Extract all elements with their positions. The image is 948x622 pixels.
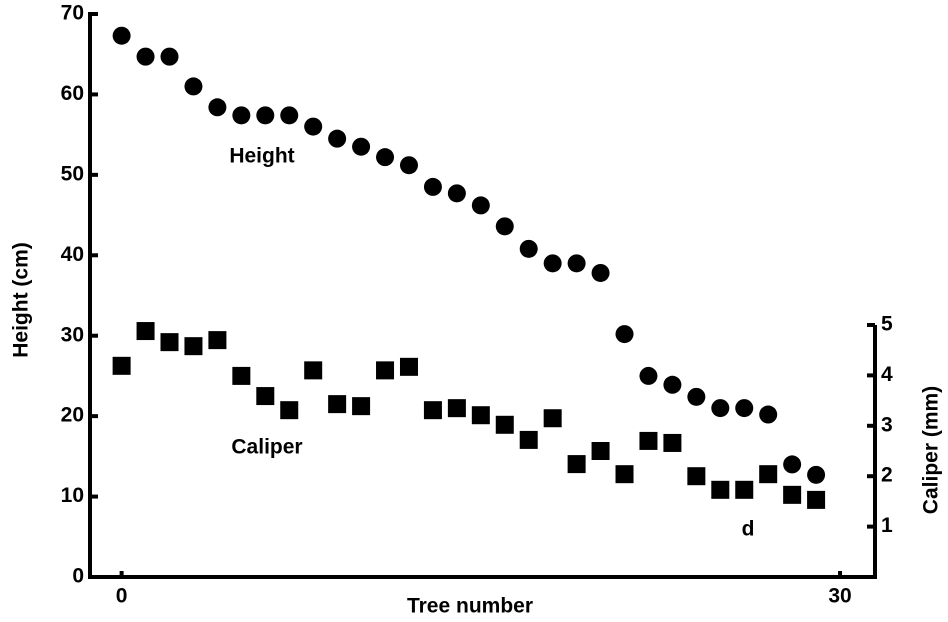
annotation: Height [229, 145, 294, 168]
point [376, 148, 395, 167]
y2-axis-label: Caliper (mm) [920, 386, 943, 514]
point [687, 467, 706, 486]
x-tick-label: 30 [828, 585, 851, 608]
point [807, 465, 826, 484]
point [328, 395, 347, 414]
point [112, 356, 131, 375]
point [639, 431, 658, 450]
y2-tick-label: 1 [881, 514, 893, 537]
y-tick-label: 10 [61, 484, 84, 507]
point [495, 217, 514, 236]
point [687, 387, 706, 406]
y-tick-label: 30 [61, 323, 84, 346]
point [232, 366, 251, 385]
point [376, 361, 395, 380]
point [591, 442, 610, 460]
x-tick-label: 0 [116, 585, 128, 608]
point [160, 47, 179, 66]
point [735, 480, 754, 499]
point [759, 465, 778, 484]
point [591, 263, 610, 282]
point [304, 117, 323, 136]
point [543, 254, 562, 273]
y-tick-label: 40 [61, 243, 84, 266]
y-tick-label: 50 [61, 162, 84, 185]
point [519, 430, 538, 449]
y-axis-label: Height (cm) [10, 242, 33, 358]
point [615, 465, 634, 484]
point [256, 387, 275, 406]
point [399, 357, 418, 376]
point [759, 405, 778, 424]
point [112, 26, 131, 45]
point [280, 106, 299, 125]
point [256, 106, 275, 125]
point [735, 399, 754, 418]
point [208, 98, 227, 117]
point [495, 415, 514, 434]
point [136, 47, 155, 66]
point [567, 254, 586, 273]
point [304, 361, 323, 380]
point [711, 480, 730, 499]
point [783, 485, 802, 504]
point [447, 399, 466, 418]
point [519, 239, 538, 258]
point [423, 177, 442, 196]
y2-tick-label: 3 [881, 413, 893, 436]
point [184, 337, 203, 356]
point [352, 137, 371, 156]
point [328, 129, 347, 148]
point [543, 409, 562, 428]
point [160, 333, 179, 352]
point [615, 325, 634, 344]
y-tick-label: 60 [61, 82, 84, 105]
point [232, 106, 251, 125]
point [663, 433, 682, 452]
point [280, 401, 299, 420]
point [208, 331, 227, 350]
point [136, 322, 155, 341]
point [807, 490, 826, 509]
point [639, 366, 658, 385]
y2-tick-label: 2 [881, 464, 893, 487]
point [184, 77, 203, 96]
point [663, 375, 682, 394]
point [352, 397, 371, 416]
y-tick-label: 70 [61, 2, 84, 25]
y-tick-label: 20 [61, 404, 84, 427]
x-axis-label: Tree number [407, 595, 533, 618]
point [423, 401, 442, 420]
y2-tick-label: 5 [881, 313, 893, 336]
y2-tick-label: 4 [881, 363, 893, 386]
annotation: Caliper [231, 436, 302, 459]
y-tick-label: 0 [72, 565, 84, 588]
point [567, 455, 586, 474]
point [471, 196, 490, 215]
point [711, 399, 730, 418]
point [783, 455, 802, 474]
point [399, 156, 418, 175]
annotation: d [742, 518, 755, 541]
point [471, 406, 490, 425]
point [447, 184, 466, 203]
